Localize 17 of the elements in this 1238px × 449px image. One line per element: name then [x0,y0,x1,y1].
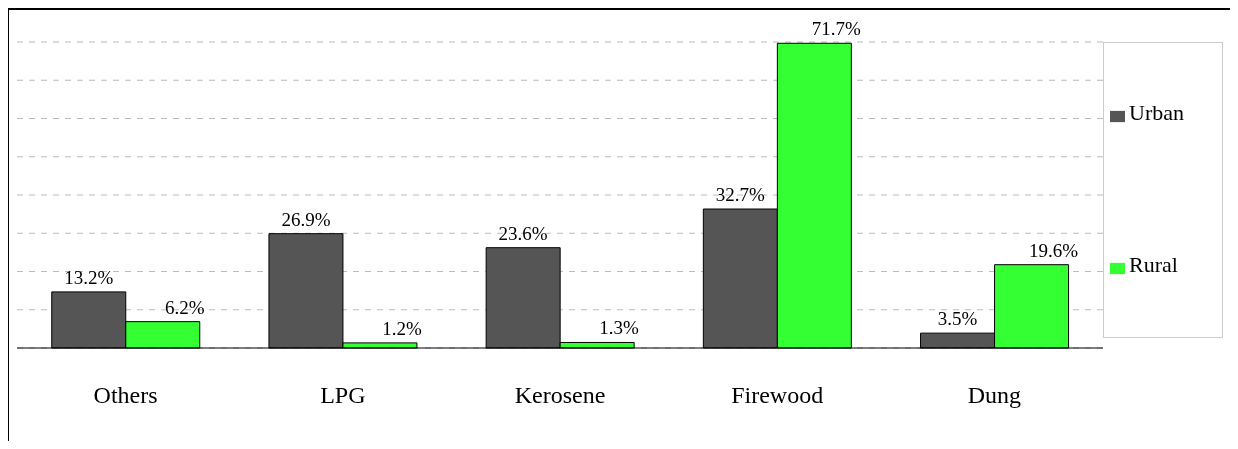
data-label: 1.3% [599,317,640,339]
data-label: 23.6% [498,222,548,244]
data-label: 6.2% [164,296,205,318]
data-label: 26.9% [281,208,331,230]
data-label: 32.7% [715,184,766,206]
x-tick-label: Dung [967,382,1022,409]
data-label: 13.2% [64,266,114,288]
data-label: 1.2% [382,317,422,339]
data-label: 19.6% [1029,239,1079,261]
legend-label: Urban [1129,100,1184,125]
x-tick-label: Firewood [731,382,824,409]
x-tick-label: Kerosene [514,382,606,409]
data-label: 3.5% [937,308,978,330]
data-label: 71.7% [811,18,862,40]
x-tick-label: LPG [320,382,366,409]
x-tick-label: Others [93,382,158,409]
legend-label: Rural [1129,252,1178,277]
